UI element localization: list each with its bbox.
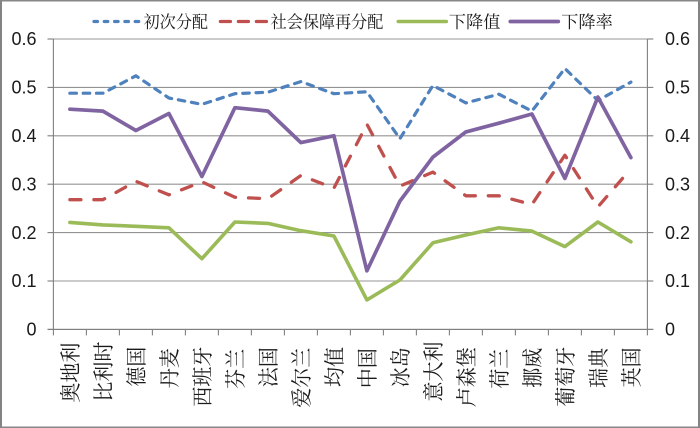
- svg-text:0.3: 0.3: [11, 174, 36, 194]
- svg-text:0: 0: [26, 320, 36, 340]
- svg-text:0.5: 0.5: [11, 78, 36, 98]
- svg-text:0.3: 0.3: [665, 174, 690, 194]
- svg-text:0.4: 0.4: [11, 126, 36, 146]
- svg-text:0.4: 0.4: [665, 126, 690, 146]
- svg-text:0.6: 0.6: [665, 29, 690, 49]
- svg-text:0: 0: [665, 320, 675, 340]
- svg-text:0.2: 0.2: [665, 223, 690, 243]
- svg-text:0.1: 0.1: [11, 271, 36, 291]
- svg-text:0.2: 0.2: [11, 223, 36, 243]
- svg-text:0.1: 0.1: [665, 271, 690, 291]
- svg-text:0.6: 0.6: [11, 29, 36, 49]
- svg-text:0.5: 0.5: [665, 78, 690, 98]
